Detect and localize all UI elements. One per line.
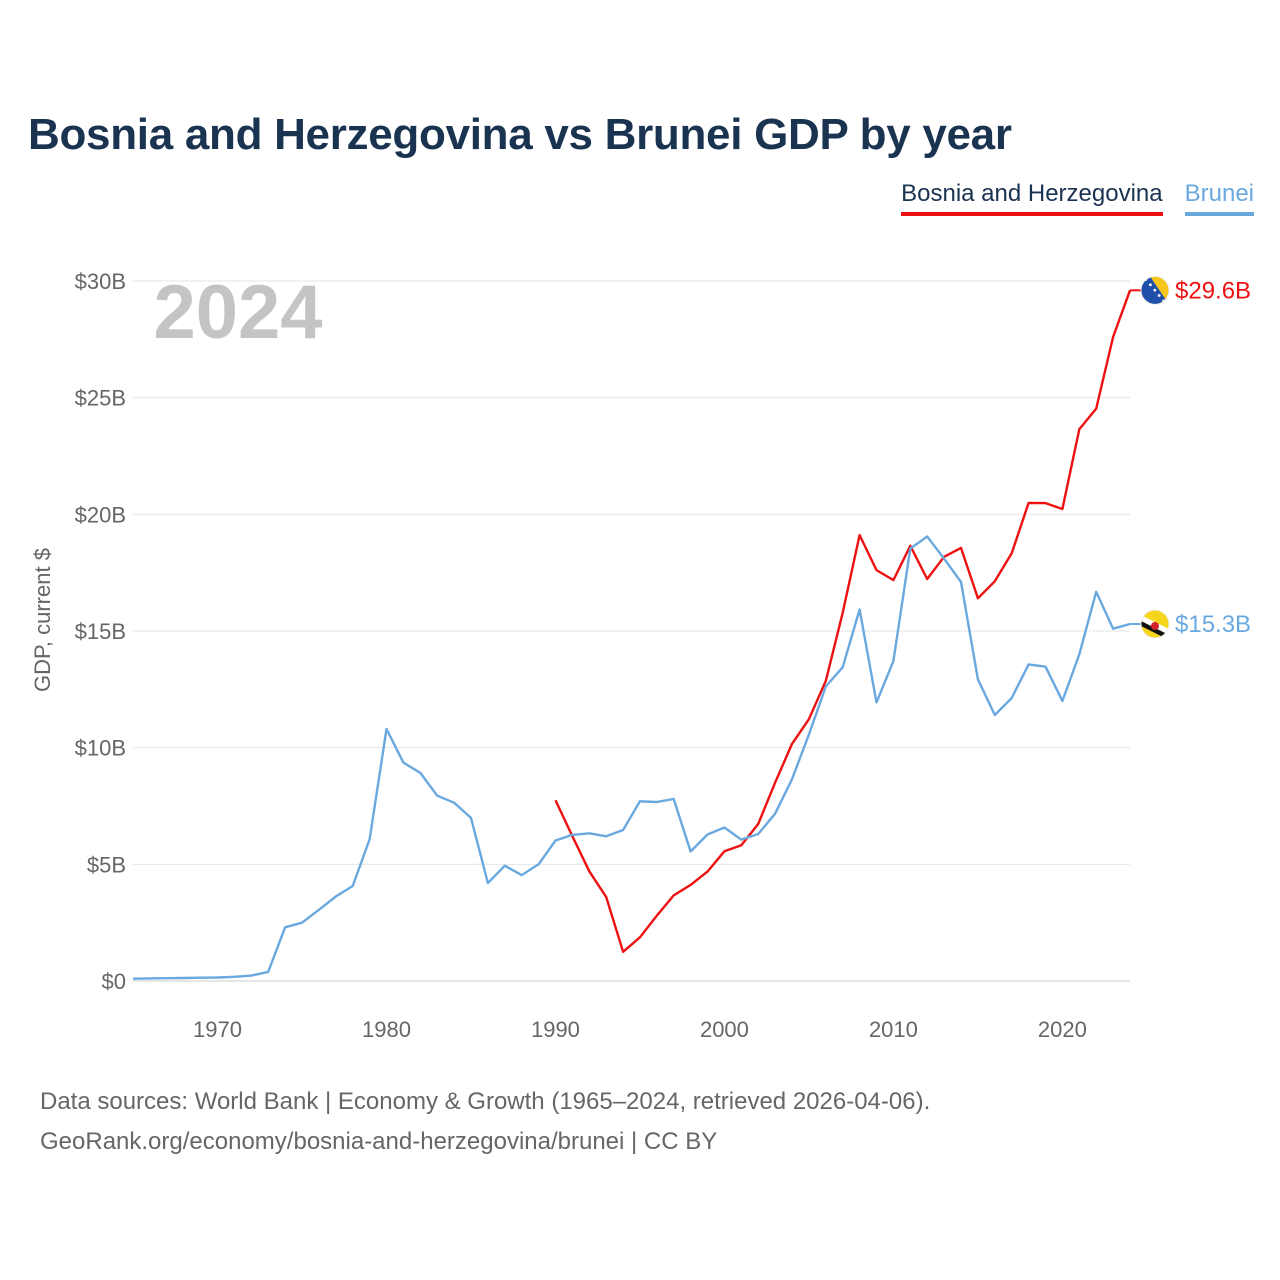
source-line-1: Data sources: World Bank | Economy & Gro… (40, 1088, 931, 1115)
y-tick-label: $0 (102, 969, 126, 994)
y-axis-label: GDP, current $ (30, 548, 55, 692)
brunei-flag-icon (1141, 610, 1169, 638)
end-value-label: $15.3B (1175, 611, 1251, 638)
series-line-bosnia-and-herzegovina (554, 289, 1132, 953)
series-line-brunei (132, 535, 1131, 980)
end-value-label: $29.6B (1175, 277, 1251, 304)
legend-item-bosnia-and-herzegovina[interactable]: Bosnia and Herzegovina (901, 180, 1163, 216)
chart-title: Bosnia and Herzegovina vs Brunei GDP by … (28, 110, 1012, 159)
source-note: Data sources: World Bank | Economy & Gro… (40, 1082, 930, 1162)
x-tick-label: 1980 (362, 1017, 411, 1042)
y-tick-label: $30B (75, 269, 126, 294)
x-tick-label: 1990 (531, 1017, 580, 1042)
bosnia-flag-icon (1141, 276, 1169, 305)
y-tick-label: $25B (75, 386, 126, 411)
x-tick-label: 1970 (193, 1017, 242, 1042)
flag-border (1140, 275, 1170, 305)
line-chart: 2024 $0 $5B $10B $15B $20B $25B $30B 1970 1980 199… (30, 269, 1251, 1042)
year-watermark: 2024 (153, 270, 322, 355)
y-tick-label: $5B (87, 852, 126, 877)
x-tick-label: 2000 (700, 1017, 749, 1042)
x-tick-label: 2020 (1038, 1017, 1087, 1042)
x-tick-label: 2010 (869, 1017, 918, 1042)
y-tick-label: $10B (75, 736, 126, 761)
flag-border (1140, 609, 1170, 639)
source-line-2[interactable]: GeoRank.org/economy/bosnia-and-herzegovi… (40, 1128, 718, 1155)
y-tick-label: $20B (75, 502, 126, 527)
y-tick-label: $15B (75, 619, 126, 644)
legend: Bosnia and Herzegovina Brunei (901, 180, 1254, 216)
legend-item-brunei[interactable]: Brunei (1184, 180, 1254, 216)
